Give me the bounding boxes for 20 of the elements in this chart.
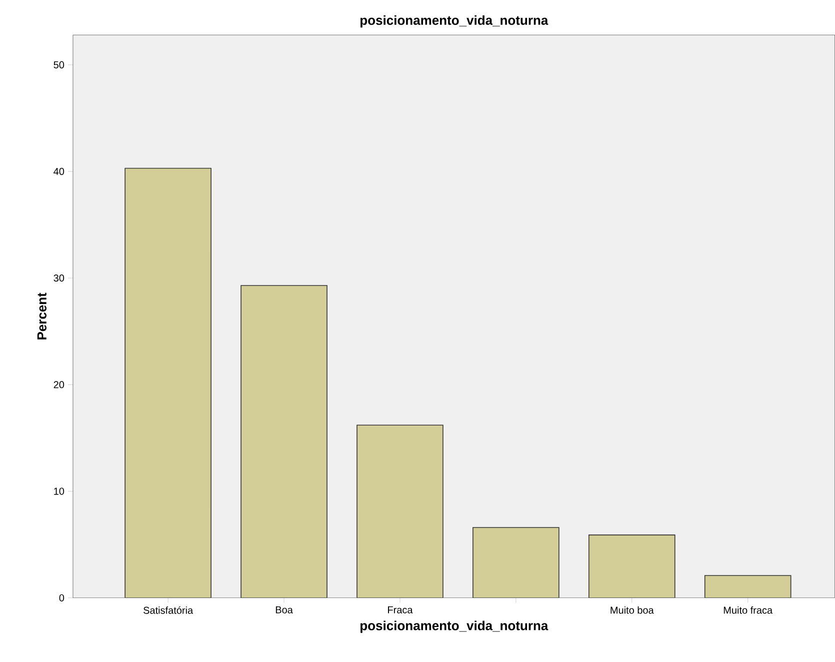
chart-title: posicionamento_vida_noturna: [360, 15, 548, 28]
bar: [588, 534, 676, 598]
x-tick-label: Fraca: [388, 606, 413, 614]
y-axis-title: Percent: [37, 292, 46, 340]
x-tick-label: Muito fraca: [724, 606, 773, 614]
y-tick-label: 10: [54, 488, 64, 495]
bar: [240, 285, 328, 598]
bar: [356, 424, 444, 598]
bar: [124, 168, 212, 598]
y-tick-label: 20: [54, 381, 64, 388]
x-tick-label: Satisfatória: [144, 606, 194, 614]
bar: [472, 527, 560, 598]
y-tick-label: 50: [54, 61, 64, 68]
bar: [704, 575, 792, 598]
y-tick-label: 30: [54, 274, 64, 282]
y-tick-label: 40: [54, 168, 64, 176]
x-tick-label: Boa: [276, 606, 293, 614]
y-tick-label: 0: [59, 594, 64, 602]
x-tick-label: Muito boa: [610, 606, 654, 614]
x-axis-title: posicionamento_vida_noturna: [360, 620, 548, 633]
